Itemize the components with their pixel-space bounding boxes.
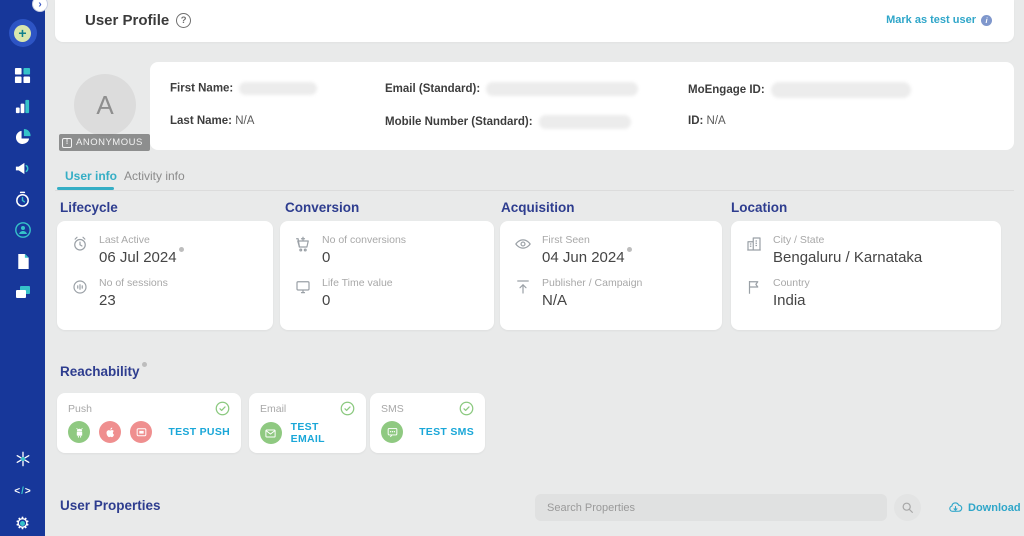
redacted-value xyxy=(538,115,631,129)
web-push-icon[interactable] xyxy=(130,421,152,443)
field-moengage-id: MoEngage ID: xyxy=(688,82,911,98)
field-first-name: First Name: xyxy=(170,82,318,95)
search-button[interactable] xyxy=(894,494,921,521)
metric-last-active: Last Active 06 Jul 2024 xyxy=(71,234,259,266)
create-new-button[interactable]: + xyxy=(8,19,37,47)
redacted-value xyxy=(239,82,318,95)
segments-pie-icon xyxy=(15,128,31,144)
page-title: User Profile ? xyxy=(85,12,192,29)
sidebar-expand-button[interactable]: › xyxy=(32,0,48,12)
conversion-card: No of conversions 0 Life Time value 0 xyxy=(280,221,494,330)
anonymous-icon: ! xyxy=(62,137,72,148)
location-card: City / State Bengaluru / Karnataka Count… xyxy=(731,221,1001,330)
metric-city-state: City / State Bengaluru / Karnataka xyxy=(745,234,987,266)
sessions-icon xyxy=(71,278,89,296)
sidebar-item-segments[interactable] xyxy=(14,128,32,146)
cart-plus-icon xyxy=(294,235,312,253)
redacted-value xyxy=(486,82,639,96)
publisher-icon xyxy=(514,278,532,296)
section-title-acquisition: Acquisition xyxy=(501,200,575,215)
building-icon xyxy=(745,235,763,253)
mark-as-test-user-link[interactable]: Mark as test user i xyxy=(886,14,992,26)
info-dot-icon xyxy=(626,247,632,252)
sidebar-item-user-profile[interactable] xyxy=(14,221,32,239)
sidebar-item-templates[interactable] xyxy=(14,252,32,270)
sms-chat-icon[interactable] xyxy=(381,421,403,443)
metric-country: Country India xyxy=(745,277,987,309)
field-last-name: Last Name: N/A xyxy=(170,115,255,127)
sidebar-item-library[interactable] xyxy=(14,283,32,301)
metric-conversions: No of conversions 0 xyxy=(294,234,480,266)
sidebar-item-flows[interactable] xyxy=(14,190,32,208)
tab-user-info[interactable]: User info xyxy=(65,169,118,183)
email-envelope-icon[interactable] xyxy=(260,422,282,444)
check-circle-icon xyxy=(459,401,474,416)
sidebar-item-integrations[interactable] xyxy=(14,450,32,468)
avatar: A xyxy=(74,74,136,136)
info-dot-icon xyxy=(141,362,147,367)
sidebar-item-settings[interactable]: ⚙ xyxy=(14,514,32,532)
reachability-title: Reachability xyxy=(60,362,147,379)
info-dot-icon xyxy=(178,247,184,252)
section-title-conversion: Conversion xyxy=(285,200,360,215)
tab-divider xyxy=(55,190,1014,191)
code-icon: < xyxy=(14,485,21,497)
active-tab-underline xyxy=(57,187,114,190)
user-profile-target-icon xyxy=(14,222,31,238)
metric-lifetime-value: Life Time value 0 xyxy=(294,277,480,309)
search-properties-input[interactable] xyxy=(535,494,887,521)
flows-clock-icon xyxy=(16,191,29,207)
campaigns-megaphone-icon xyxy=(15,162,29,174)
eye-icon xyxy=(514,235,532,253)
lifecycle-card: Last Active 06 Jul 2024 No of sessions 2… xyxy=(57,221,273,330)
section-title-location: Location xyxy=(731,200,788,215)
android-icon[interactable] xyxy=(68,421,90,443)
library-layers-icon xyxy=(15,286,30,298)
reachability-email-card: Email TEST EMAIL xyxy=(249,393,366,453)
integrations-spark-icon xyxy=(16,451,29,467)
check-circle-icon xyxy=(215,401,230,416)
help-question-icon[interactable]: ? xyxy=(176,13,192,28)
test-sms-button[interactable]: TEST SMS xyxy=(419,426,474,438)
sidebar-item-campaigns[interactable] xyxy=(14,159,32,177)
check-circle-icon xyxy=(340,401,355,416)
profile-summary-card: First Name: Email (Standard): MoEngage I… xyxy=(150,62,1014,150)
info-icon: i xyxy=(981,14,992,26)
search-icon xyxy=(902,502,913,513)
alarm-clock-icon xyxy=(71,235,89,253)
dashboard-grid-icon xyxy=(14,67,31,83)
cloud-download-icon xyxy=(949,502,963,512)
field-email: Email (Standard): xyxy=(385,82,639,96)
flag-icon xyxy=(745,278,763,296)
metric-first-seen: First Seen 04 Jun 2024 xyxy=(514,234,708,266)
sidebar-item-dashboard[interactable] xyxy=(14,66,32,84)
metric-sessions: No of sessions 23 xyxy=(71,277,259,309)
test-push-button[interactable]: TEST PUSH xyxy=(168,426,230,438)
user-properties-title: User Properties xyxy=(60,498,161,513)
chevron-right-icon: › xyxy=(38,0,42,10)
acquisition-card: First Seen 04 Jun 2024 Publisher / Campa… xyxy=(500,221,722,330)
metric-publisher-campaign: Publisher / Campaign N/A xyxy=(514,277,708,309)
sidebar: › + xyxy=(0,0,48,536)
apple-icon[interactable] xyxy=(99,421,121,443)
analytics-bars-icon xyxy=(15,99,30,113)
page-header: User Profile ? Mark as test user i xyxy=(55,0,1014,42)
tab-activity-info[interactable]: Activity info xyxy=(124,169,185,183)
reachability-sms-card: SMS TEST SMS xyxy=(370,393,485,453)
sidebar-item-analytics[interactable] xyxy=(14,97,32,115)
download-link[interactable]: Download xyxy=(948,500,1021,515)
plus-icon: + xyxy=(14,24,31,42)
anonymous-badge: ! ANONYMOUS xyxy=(59,134,150,151)
field-mobile-number: Mobile Number (Standard): xyxy=(385,115,631,129)
reachability-push-card: Push TEST PUSH xyxy=(57,393,241,453)
templates-document-icon xyxy=(17,253,29,269)
section-title-lifecycle: Lifecycle xyxy=(60,200,118,215)
monitor-icon xyxy=(294,278,312,296)
redacted-value xyxy=(770,82,911,98)
sidebar-item-developer[interactable]: < / > xyxy=(14,485,31,497)
field-id: ID: N/A xyxy=(688,115,726,127)
test-email-button[interactable]: TEST EMAIL xyxy=(290,421,325,445)
